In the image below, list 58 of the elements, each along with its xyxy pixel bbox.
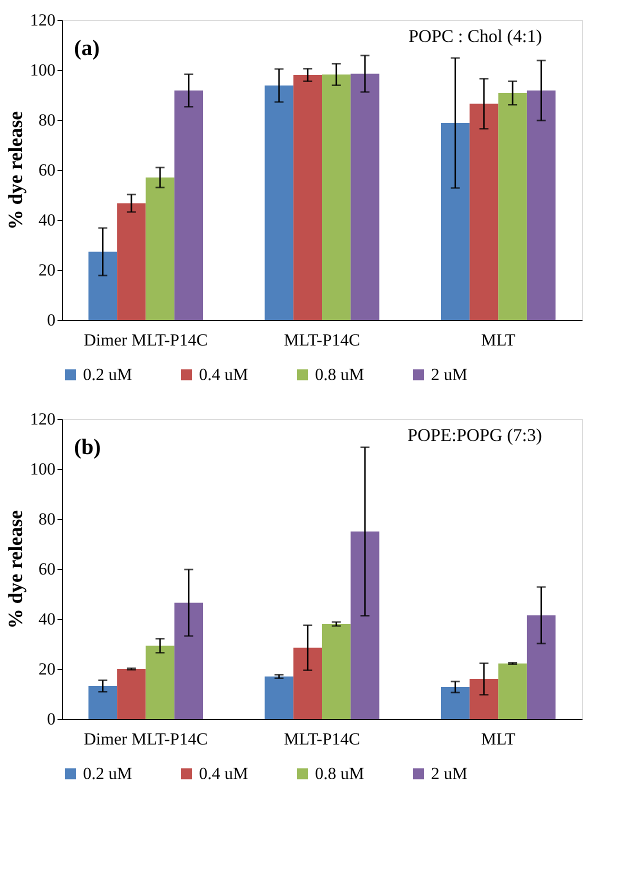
x-tick-label: Dimer MLT-P14C	[84, 330, 208, 350]
bar	[117, 669, 146, 719]
bar	[470, 679, 498, 719]
bar	[350, 532, 380, 719]
legend-label: 0.2 uM	[83, 764, 132, 783]
y-tick-label: 80	[38, 110, 56, 130]
y-tick-label: 40	[38, 610, 56, 628]
legend-label: 0.8 uM	[315, 364, 364, 384]
bar	[440, 687, 470, 719]
y-tick-label: 40	[38, 210, 56, 230]
bar	[293, 75, 322, 320]
bar	[526, 90, 556, 320]
y-axis-title: % dye release	[5, 510, 27, 629]
bar	[264, 676, 294, 719]
y-tick-label: 120	[30, 410, 56, 428]
y-tick-label: 100	[30, 460, 56, 478]
x-tick-label: MLT	[481, 730, 516, 748]
annotation: POPC : Chol (4:1)	[408, 26, 542, 46]
bar	[470, 104, 498, 320]
y-axis-title: % dye release	[5, 111, 27, 230]
bar	[526, 615, 556, 719]
bar	[498, 664, 527, 719]
y-tick-label: 60	[38, 560, 56, 578]
x-tick-label: MLT	[481, 330, 516, 350]
y-tick-label: 20	[38, 260, 56, 280]
bar	[174, 602, 204, 719]
x-tick-label: Dimer MLT-P14C	[84, 730, 208, 748]
bar	[117, 203, 146, 320]
annotation: (b)	[74, 434, 101, 459]
x-tick-label: MLT-P14C	[284, 330, 360, 350]
bar	[88, 252, 118, 320]
legend-label: 0.2 uM	[83, 364, 132, 384]
legend-label: 0.8 uM	[315, 764, 364, 783]
legend-label: 0.4 uM	[199, 764, 248, 783]
annotation: (a)	[74, 35, 100, 60]
bar	[322, 74, 351, 320]
y-tick-label: 0	[47, 310, 56, 330]
bar	[88, 686, 118, 719]
y-tick-label: 100	[30, 60, 56, 80]
bar	[322, 624, 351, 719]
annotation: POPE:POPG (7:3)	[407, 425, 542, 445]
bar	[146, 178, 174, 320]
legend-label: 2 uM	[431, 364, 468, 384]
bar	[264, 86, 294, 320]
y-tick-label: 60	[38, 160, 56, 180]
bar	[350, 74, 380, 320]
bar	[146, 646, 174, 719]
y-tick-label: 80	[38, 510, 56, 528]
bar	[440, 123, 470, 320]
y-tick-label: 0	[47, 710, 56, 728]
legend-label: 0.4 uM	[199, 364, 248, 384]
x-tick-label: MLT-P14C	[284, 730, 360, 748]
bar	[174, 90, 204, 320]
y-tick-label: 20	[38, 660, 56, 678]
bar	[498, 93, 527, 320]
legend-label: 2 uM	[431, 764, 468, 783]
y-tick-label: 120	[30, 10, 56, 30]
bar	[293, 648, 322, 719]
